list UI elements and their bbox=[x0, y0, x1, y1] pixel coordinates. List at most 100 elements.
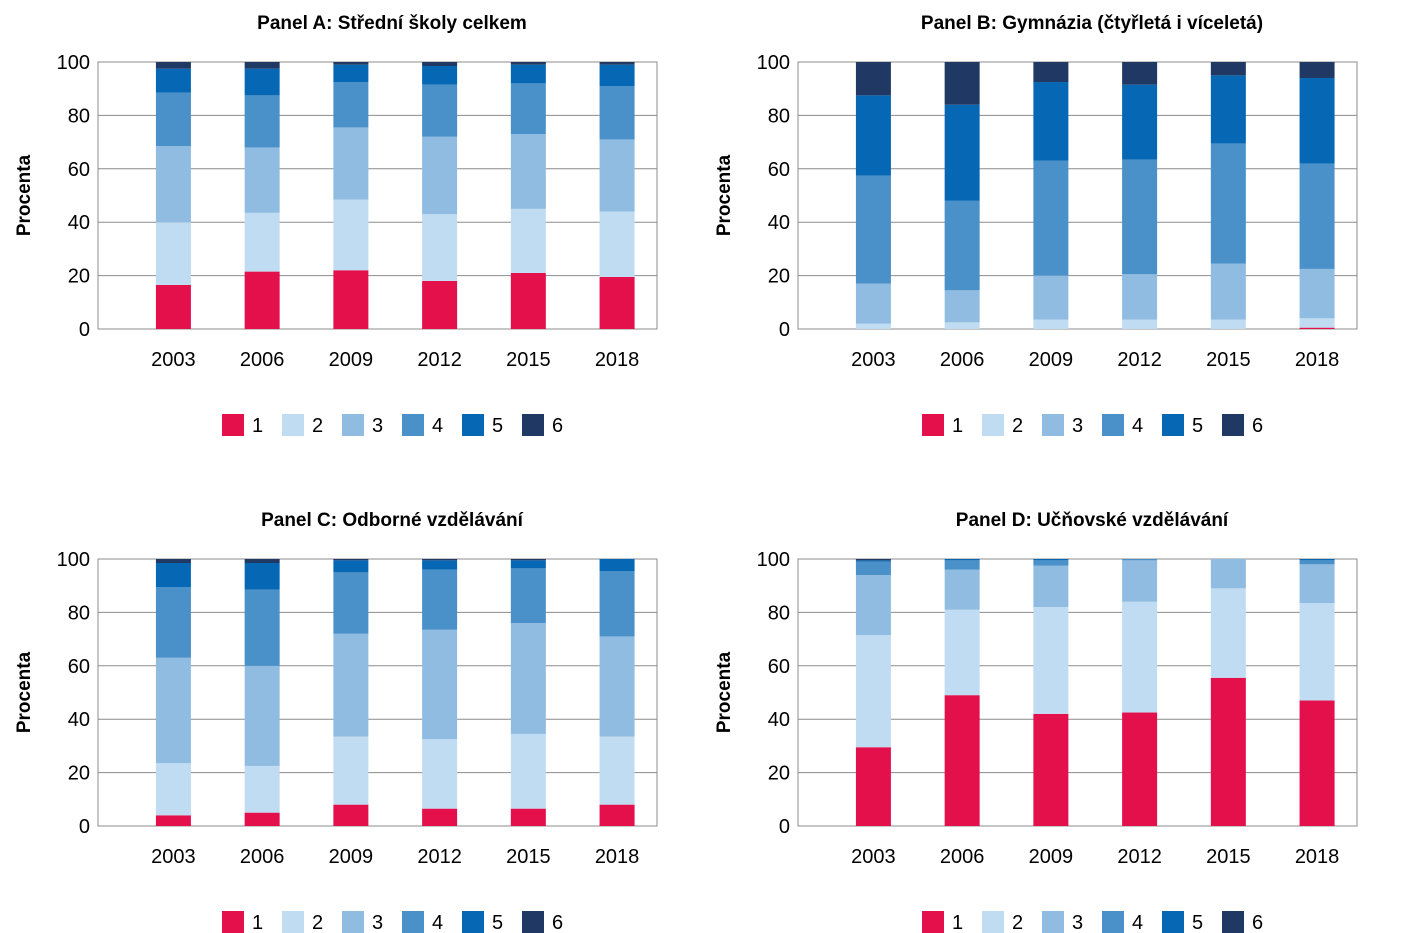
x-tick-label: 2015 bbox=[1206, 846, 1251, 868]
legend-label: 3 bbox=[372, 912, 383, 933]
bar-segment-2-2006 bbox=[944, 609, 980, 696]
legend-label: 2 bbox=[312, 912, 323, 933]
x-tick-label: 2012 bbox=[417, 349, 462, 371]
bar-segment-4-2006 bbox=[944, 560, 980, 570]
bar-segment-2-2006 bbox=[244, 212, 280, 272]
x-tick-label: 2003 bbox=[851, 846, 896, 868]
chart-panel-b: Panel B: Gymnázia (čtyřletá i víceletá) 0… bbox=[714, 13, 1358, 437]
x-tick-label: 2009 bbox=[1029, 349, 1074, 371]
bar-segment-1-2003 bbox=[855, 747, 891, 826]
bar-segment-2-2012 bbox=[1122, 601, 1158, 713]
bar-segment-6-2009 bbox=[333, 62, 369, 65]
bar-segment-2-2015 bbox=[1210, 319, 1246, 329]
bar-segment-6-2003 bbox=[155, 559, 191, 564]
legend-label: 2 bbox=[1012, 415, 1023, 437]
legend-swatch-1 bbox=[222, 911, 244, 933]
legend-swatch-3 bbox=[342, 911, 364, 933]
legend-swatch-4 bbox=[1102, 414, 1124, 436]
bar-segment-3-2003 bbox=[155, 657, 191, 764]
y-tick-label: 0 bbox=[79, 816, 90, 838]
bar-segment-6-2015 bbox=[1210, 62, 1246, 76]
legend-swatch-3 bbox=[1042, 911, 1064, 933]
panel-a: Panel A: Střední školy celkem 0 20 40 60 80 10… bbox=[0, 0, 700, 460]
x-tick-label: 2009 bbox=[329, 349, 374, 371]
bar-segment-1-2015 bbox=[510, 808, 546, 826]
bar-segment-1-2006 bbox=[244, 271, 280, 329]
legend-label: 4 bbox=[1132, 415, 1143, 437]
bar-segment-5-2012 bbox=[1122, 84, 1158, 160]
y-axis-label: Procenta bbox=[14, 154, 35, 236]
bar-segment-3-2012 bbox=[1122, 274, 1158, 320]
bar-segment-3-2012 bbox=[422, 629, 458, 740]
bar-segment-2-2003 bbox=[155, 222, 191, 285]
chart-title: Panel A: Střední školy celkem bbox=[257, 13, 527, 34]
bar-segment-3-2018 bbox=[1299, 564, 1335, 604]
y-axis-label: Procenta bbox=[714, 154, 735, 236]
bar-segment-5-2009 bbox=[1033, 82, 1069, 161]
bar-segment-1-2003 bbox=[155, 284, 191, 329]
bar-segment-5-2003 bbox=[155, 68, 191, 93]
y-tick-label: 60 bbox=[68, 656, 90, 678]
y-tick-label: 100 bbox=[57, 52, 90, 74]
bar-segment-4-2018 bbox=[599, 86, 635, 140]
bar-segment-6-2012 bbox=[1122, 62, 1158, 85]
chart-panel-d: Panel D: Učňovské vzdělávání 0 20 40 60 80 100… bbox=[714, 510, 1358, 933]
y-tick-label: 0 bbox=[79, 319, 90, 341]
legend-swatch-5 bbox=[1162, 414, 1184, 436]
bar-segment-5-2009 bbox=[333, 560, 369, 573]
bar-segment-4-2018 bbox=[1299, 163, 1335, 269]
bar-segment-5-2012 bbox=[422, 560, 458, 570]
legend-label: 3 bbox=[1072, 415, 1083, 437]
bar-segment-4-2015 bbox=[510, 83, 546, 135]
bar-segment-3-2015 bbox=[1210, 559, 1246, 589]
y-tick-label: 40 bbox=[68, 212, 90, 234]
y-tick-label: 0 bbox=[779, 319, 790, 341]
x-tick-label: 2009 bbox=[329, 846, 374, 868]
legend-swatch-6 bbox=[1222, 911, 1244, 933]
chart-title: Panel C: Odborné vzdělávání bbox=[261, 510, 524, 531]
bar-segment-2-2015 bbox=[1210, 588, 1246, 678]
bar-segment-1-2012 bbox=[422, 808, 458, 826]
bar-segment-3-2012 bbox=[1122, 560, 1158, 602]
bar-segment-3-2009 bbox=[1033, 565, 1069, 608]
y-tick-label: 0 bbox=[779, 816, 790, 838]
bar-segment-6-2009 bbox=[1033, 62, 1069, 83]
legend-label: 5 bbox=[1192, 912, 1203, 933]
bar-segment-5-2018 bbox=[1299, 559, 1335, 561]
legend-label: 2 bbox=[312, 415, 323, 437]
bar-segment-2-2003 bbox=[155, 763, 191, 816]
bar-segment-1-2009 bbox=[1033, 713, 1069, 826]
legend-swatch-6 bbox=[1222, 414, 1244, 436]
bar-segment-4-2009 bbox=[1033, 560, 1069, 566]
x-tick-label: 2006 bbox=[240, 846, 285, 868]
bar-segment-6-2003 bbox=[855, 559, 891, 561]
bar-segment-3-2009 bbox=[333, 127, 369, 200]
bar-segment-4-2018 bbox=[599, 571, 635, 637]
legend-swatch-1 bbox=[222, 414, 244, 436]
legend-swatch-2 bbox=[982, 911, 1004, 933]
bar-segment-4-2003 bbox=[855, 561, 891, 576]
bar-segment-2-2018 bbox=[1299, 318, 1335, 328]
bar-segment-1-2012 bbox=[1122, 712, 1158, 826]
bar-segment-3-2006 bbox=[244, 147, 280, 213]
bar-segment-3-2006 bbox=[944, 290, 980, 323]
bar-segment-5-2003 bbox=[855, 560, 891, 562]
bar-segment-5-2009 bbox=[333, 64, 369, 83]
legend-swatch-5 bbox=[462, 414, 484, 436]
x-tick-label: 2012 bbox=[417, 846, 462, 868]
panel-b: Panel B: Gymnázia (čtyřletá i víceletá) 0… bbox=[700, 0, 1400, 460]
bar-segment-2-2006 bbox=[944, 322, 980, 329]
x-tick-label: 2006 bbox=[240, 349, 285, 371]
bar-segment-5-2006 bbox=[944, 104, 980, 201]
bar-segment-4-2015 bbox=[510, 568, 546, 624]
bar-segment-5-2006 bbox=[244, 68, 280, 96]
bar-segment-2-2009 bbox=[333, 199, 369, 271]
panel-c: Panel C: Odborné vzdělávání 0 20 40 60 80 100 P… bbox=[0, 497, 700, 933]
x-tick-label: 2015 bbox=[506, 349, 551, 371]
legend-swatch-3 bbox=[1042, 414, 1064, 436]
panel-d: Panel D: Učňovské vzdělávání 0 20 40 60 80 100… bbox=[700, 497, 1400, 933]
y-axis-label: Procenta bbox=[714, 651, 735, 733]
bar-segment-3-2015 bbox=[510, 623, 546, 734]
y-tick-label: 20 bbox=[768, 763, 790, 785]
bar-segment-2-2009 bbox=[1033, 607, 1069, 714]
